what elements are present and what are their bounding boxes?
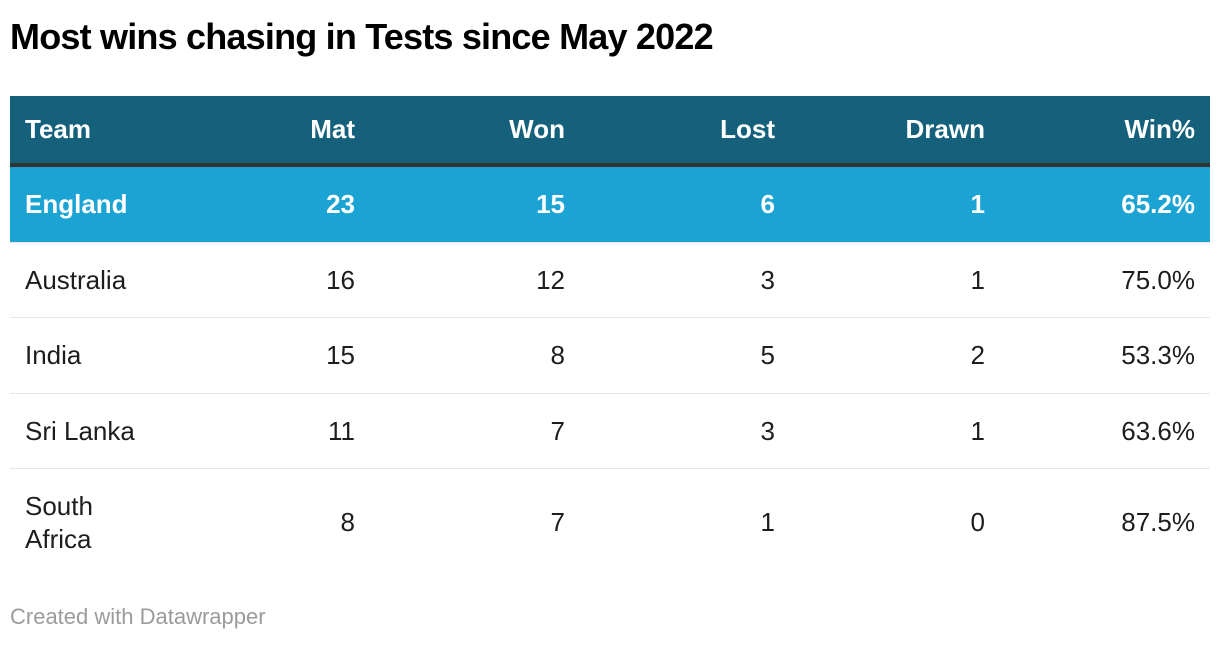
cell-team: India bbox=[10, 317, 160, 394]
cell-mat: 15 bbox=[160, 317, 370, 394]
cell-mat: 8 bbox=[340, 507, 355, 538]
cell-team: England bbox=[10, 165, 160, 243]
cell-lost: 1 bbox=[760, 507, 775, 538]
table-row-india: India 15 8 5 2 53.3% bbox=[10, 317, 1210, 394]
column-header-mat: Mat bbox=[160, 96, 370, 167]
table-body: England 23 15 6 1 65.2% Australia 16 12 … bbox=[10, 165, 1210, 576]
cell-drawn: 1 bbox=[790, 165, 1000, 243]
cell-winpct: 63.6% bbox=[1000, 393, 1210, 469]
cell-team: Sri Lanka bbox=[10, 393, 160, 469]
cell-lost: 3 bbox=[580, 393, 790, 469]
cell-mat: 16 bbox=[160, 242, 370, 318]
cell-drawn: 2 bbox=[790, 317, 1000, 394]
column-header-team: Team bbox=[10, 96, 160, 167]
column-header-drawn: Drawn bbox=[790, 96, 1000, 167]
cell-lost: 5 bbox=[580, 317, 790, 394]
cell-mat: 23 bbox=[160, 165, 370, 243]
cell-drawn: 0 bbox=[970, 507, 985, 538]
cell-team: Australia bbox=[10, 242, 160, 318]
attribution-text: Created with Datawrapper bbox=[10, 604, 266, 629]
cell-lost: 3 bbox=[580, 242, 790, 318]
cell-winpct: 75.0% bbox=[1000, 242, 1210, 318]
cell-winpct: 87.5% bbox=[1121, 507, 1195, 538]
cell-won: 15 bbox=[370, 165, 580, 243]
cell-lost: 6 bbox=[580, 165, 790, 243]
column-header-won: Won bbox=[370, 96, 580, 167]
column-header-lost: Lost bbox=[580, 96, 790, 167]
cell-mat: 11 bbox=[160, 393, 370, 469]
cell-winpct: 65.2% bbox=[1000, 165, 1210, 243]
stats-table: Team Mat Won Lost Drawn Win% England 23 … bbox=[10, 96, 1210, 576]
cell-team: South Africa bbox=[25, 491, 93, 554]
table-row-england: England 23 15 6 1 65.2% bbox=[10, 165, 1210, 243]
cell-won: 8 bbox=[370, 317, 580, 394]
column-header-winpct: Win% bbox=[1000, 96, 1210, 167]
table-row-sri-lanka: Sri Lanka 11 7 3 1 63.6% bbox=[10, 393, 1210, 469]
cell-winpct: 53.3% bbox=[1000, 317, 1210, 394]
table-header: Team Mat Won Lost Drawn Win% bbox=[10, 96, 1210, 167]
cell-drawn: 1 bbox=[790, 393, 1000, 469]
page-title: Most wins chasing in Tests since May 202… bbox=[10, 16, 714, 57]
cell-won: 12 bbox=[370, 242, 580, 318]
table-row-south-africa: South Africa 8 7 1 0 87.5% bbox=[10, 469, 1210, 577]
table-row-australia: Australia 16 12 3 1 75.0% bbox=[10, 242, 1210, 318]
cell-won: 7 bbox=[550, 507, 565, 538]
table-header-row: Team Mat Won Lost Drawn Win% bbox=[10, 96, 1210, 167]
cell-won: 7 bbox=[370, 393, 580, 469]
cell-drawn: 1 bbox=[790, 242, 1000, 318]
